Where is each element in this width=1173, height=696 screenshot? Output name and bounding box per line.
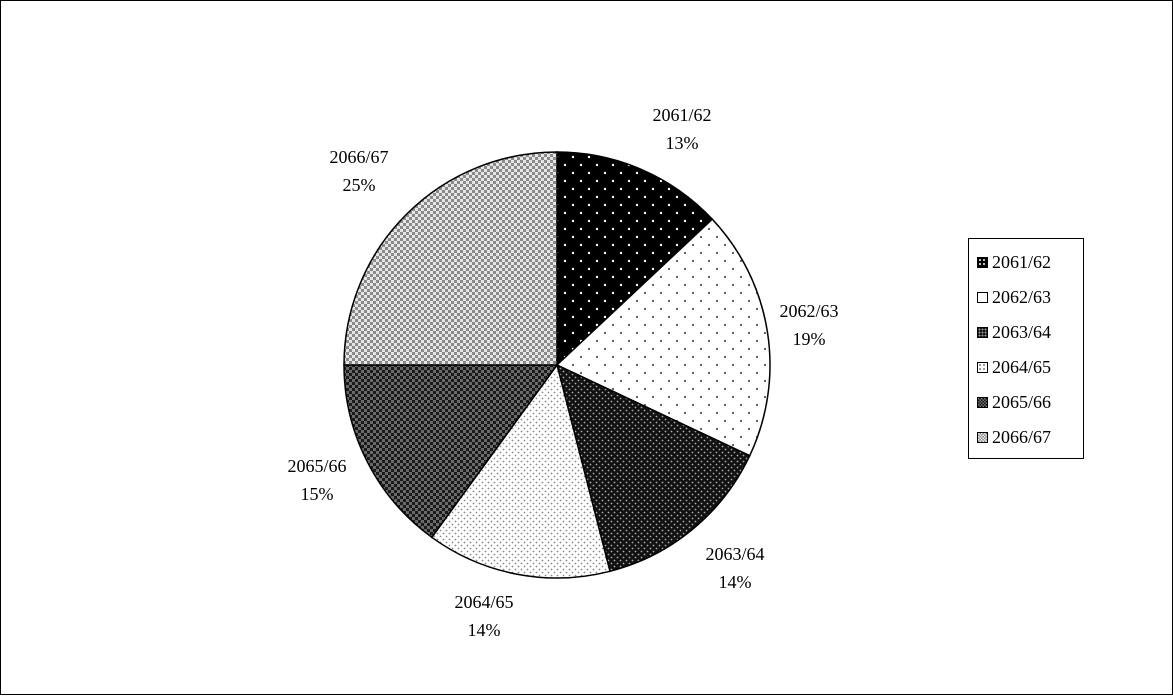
pie-slice-2062-63 — [555, 218, 771, 457]
legend-swatch-icon — [977, 327, 988, 338]
legend: 2061/62 2062/63 2063/64 2064/65 2065/66 … — [968, 238, 1084, 459]
slice-label: 2064/65 — [454, 592, 513, 612]
legend-swatch-icon — [977, 362, 988, 373]
legend-swatch-icon — [977, 292, 988, 303]
pie-slice-2063-64 — [555, 363, 751, 573]
legend-item-2062-63: 2062/63 — [977, 280, 1083, 315]
legend-swatch-icon — [977, 432, 988, 443]
slice-percent-label: 15% — [301, 484, 334, 504]
legend-swatch-icon — [977, 257, 988, 268]
slice-percent-label: 13% — [666, 133, 699, 153]
slice-percent-label: 19% — [793, 329, 826, 349]
legend-label: 2066/67 — [992, 427, 1052, 447]
legend-swatch-icon — [977, 397, 988, 408]
legend-label: 2062/63 — [992, 287, 1052, 307]
slice-percent-label: 14% — [468, 620, 501, 640]
slice-label: 2062/63 — [779, 301, 838, 321]
legend-label: 2064/65 — [992, 357, 1052, 377]
legend-item-2066-67: 2066/67 — [977, 420, 1083, 455]
pie-slice-2065-66 — [343, 364, 559, 539]
legend-label: 2061/62 — [992, 252, 1052, 272]
slice-percent-label: 14% — [719, 572, 752, 592]
legend-label: 2065/66 — [992, 392, 1052, 412]
pie-slice-2061-62 — [556, 151, 714, 367]
slice-label: 2061/62 — [652, 105, 711, 125]
legend-item-2065-66: 2065/66 — [977, 385, 1083, 420]
legend-item-2061-62: 2061/62 — [977, 245, 1083, 280]
pie-slice-2064-65 — [430, 363, 611, 579]
pie-slice-2066-67 — [343, 151, 558, 366]
slice-label: 2066/67 — [329, 147, 388, 167]
legend-item-2063-64: 2063/64 — [977, 315, 1083, 350]
slice-label: 2063/64 — [705, 544, 764, 564]
slice-label: 2065/66 — [287, 456, 346, 476]
legend-item-2064-65: 2064/65 — [977, 350, 1083, 385]
legend-label: 2063/64 — [992, 322, 1052, 342]
slice-percent-label: 25% — [343, 175, 376, 195]
